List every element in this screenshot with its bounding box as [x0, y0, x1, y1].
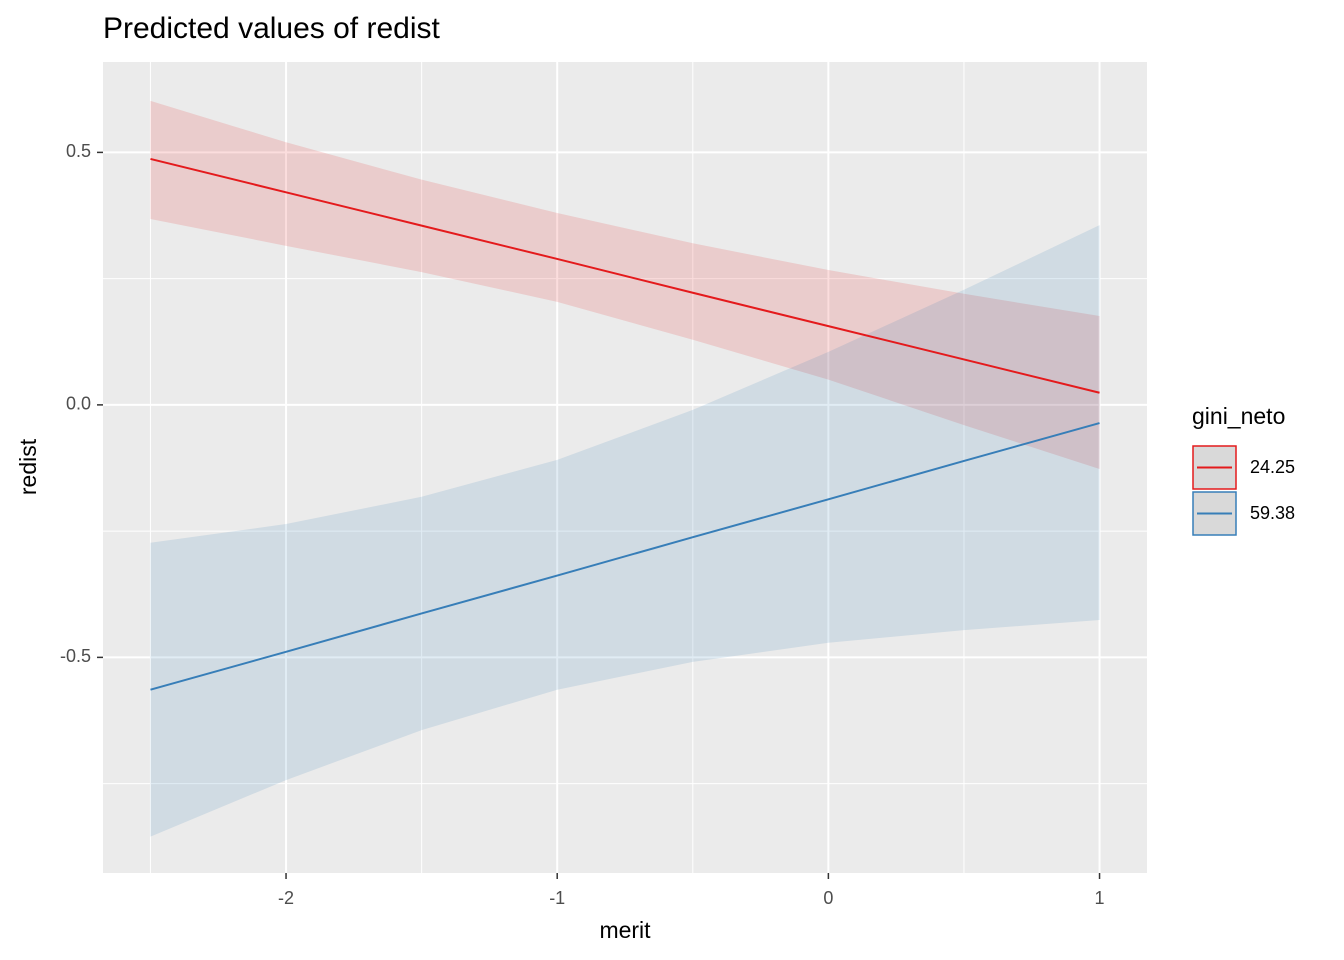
x-axis-title: merit [599, 917, 651, 943]
confidence-band [150, 100, 1100, 470]
x-tick-label: -2 [278, 888, 294, 908]
plot-background [103, 62, 1147, 873]
y-axis-title: redist [15, 438, 41, 495]
x-tick-label: 1 [1095, 888, 1105, 908]
line [150, 157, 1100, 394]
x-tick-label: 0 [823, 888, 833, 908]
y-tick-label: -0.5 [60, 646, 91, 666]
chart-title: Predicted values of redist [103, 12, 441, 45]
line [150, 422, 1100, 691]
confidence-band [150, 225, 1100, 837]
x-tick-label: -1 [549, 888, 565, 908]
legend-label: 24.25 [1250, 457, 1295, 477]
y-tick-label: 0.5 [66, 141, 91, 161]
legend-label: 59.38 [1250, 503, 1295, 523]
y-tick-label: 0.0 [66, 394, 91, 414]
legend-title: gini_neto [1192, 403, 1285, 429]
